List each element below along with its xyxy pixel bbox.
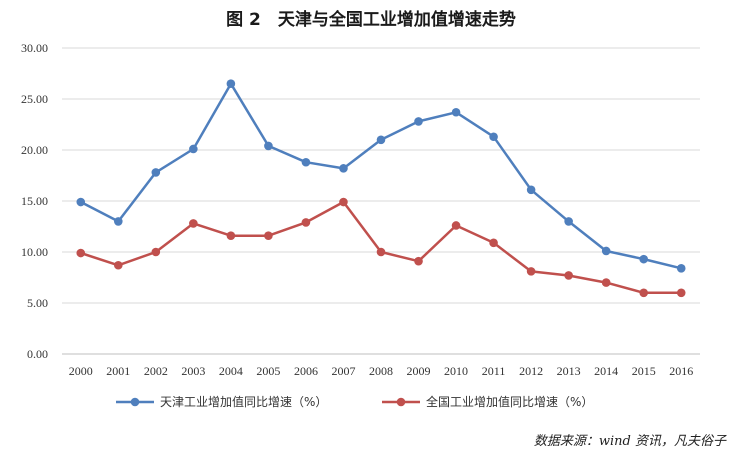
series-line-2 bbox=[80, 200, 682, 295]
y-tick-label: 25.00 bbox=[21, 92, 48, 106]
data-point bbox=[676, 264, 686, 273]
data-point bbox=[639, 288, 649, 298]
chart-title: 图 2 天津与全国工业增加值增速走势 bbox=[226, 10, 516, 30]
x-tick-label: 2002 bbox=[144, 364, 168, 378]
data-point bbox=[414, 256, 423, 266]
data-point bbox=[189, 219, 198, 228]
data-point bbox=[113, 260, 123, 270]
y-tick-label: 30.00 bbox=[21, 41, 48, 55]
x-tick-labels: 2000 2001 2002 2003 2004 2005 2006 2007 2008 2009… bbox=[69, 364, 693, 378]
data-point bbox=[189, 144, 198, 154]
x-tick-label: 2011 bbox=[482, 364, 506, 378]
series-lines bbox=[80, 82, 682, 295]
data-point bbox=[489, 132, 498, 142]
x-tick-label: 2010 bbox=[444, 364, 468, 378]
data-point bbox=[301, 218, 311, 227]
x-tick-label: 2014 bbox=[594, 364, 618, 378]
data-point bbox=[601, 278, 611, 287]
x-tick-label: 2004 bbox=[219, 364, 243, 378]
x-tick-label: 2013 bbox=[557, 364, 581, 378]
data-point bbox=[339, 164, 348, 173]
data-point bbox=[639, 254, 649, 264]
data-point bbox=[76, 197, 86, 207]
x-tick-label: 2005 bbox=[256, 364, 280, 378]
data-point bbox=[376, 135, 386, 145]
data-point bbox=[564, 271, 573, 280]
x-tick-label: 2012 bbox=[519, 364, 543, 378]
data-point bbox=[264, 231, 273, 240]
y-tick-label: 15.00 bbox=[21, 194, 48, 208]
series-points bbox=[76, 79, 686, 298]
data-point bbox=[489, 238, 498, 248]
data-point bbox=[226, 231, 236, 240]
y-tick-labels: 0.00 5.00 10.00 15.00 20.00 25.00 30.00 bbox=[21, 41, 48, 361]
data-point bbox=[451, 221, 461, 230]
data-point bbox=[151, 247, 161, 257]
data-point bbox=[564, 217, 573, 226]
x-tick-label: 2001 bbox=[106, 364, 130, 378]
legend: 天津工业增加值同比增速（%） 全国工业增加值同比增速（%） bbox=[116, 394, 593, 409]
y-tick-label: 5.00 bbox=[27, 296, 48, 310]
legend-marker-2 bbox=[396, 397, 406, 407]
gridlines bbox=[62, 47, 700, 355]
x-tick-label: 2016 bbox=[669, 364, 693, 378]
data-point bbox=[526, 267, 536, 276]
x-tick-label: 2000 bbox=[69, 364, 93, 378]
data-point bbox=[376, 247, 386, 257]
x-tick-label: 2007 bbox=[331, 364, 355, 378]
x-tick-label: 2003 bbox=[181, 364, 205, 378]
legend-marker-1 bbox=[130, 397, 140, 407]
data-point bbox=[339, 197, 348, 207]
data-point bbox=[676, 288, 686, 298]
legend-label-2: 全国工业增加值同比增速（%） bbox=[426, 394, 593, 409]
y-tick-label: 0.00 bbox=[27, 347, 48, 361]
data-point bbox=[264, 141, 273, 151]
data-point bbox=[414, 117, 423, 126]
data-point bbox=[151, 168, 161, 177]
y-tick-label: 20.00 bbox=[21, 143, 48, 157]
data-point bbox=[601, 246, 611, 256]
data-point bbox=[451, 107, 461, 117]
x-tick-label: 2006 bbox=[294, 364, 318, 378]
x-tick-label: 2009 bbox=[407, 364, 431, 378]
source-note: 数据来源：wind 资讯，凡夫俗子 bbox=[533, 434, 726, 449]
data-point bbox=[76, 248, 86, 258]
y-tick-label: 10.00 bbox=[21, 245, 48, 259]
data-point bbox=[301, 157, 311, 167]
x-tick-label: 2008 bbox=[369, 364, 393, 378]
data-point bbox=[526, 185, 536, 195]
legend-label-1: 天津工业增加值同比增速（%） bbox=[160, 394, 327, 409]
x-tick-label: 2015 bbox=[632, 364, 656, 378]
data-point bbox=[113, 217, 123, 226]
data-point bbox=[226, 79, 236, 88]
